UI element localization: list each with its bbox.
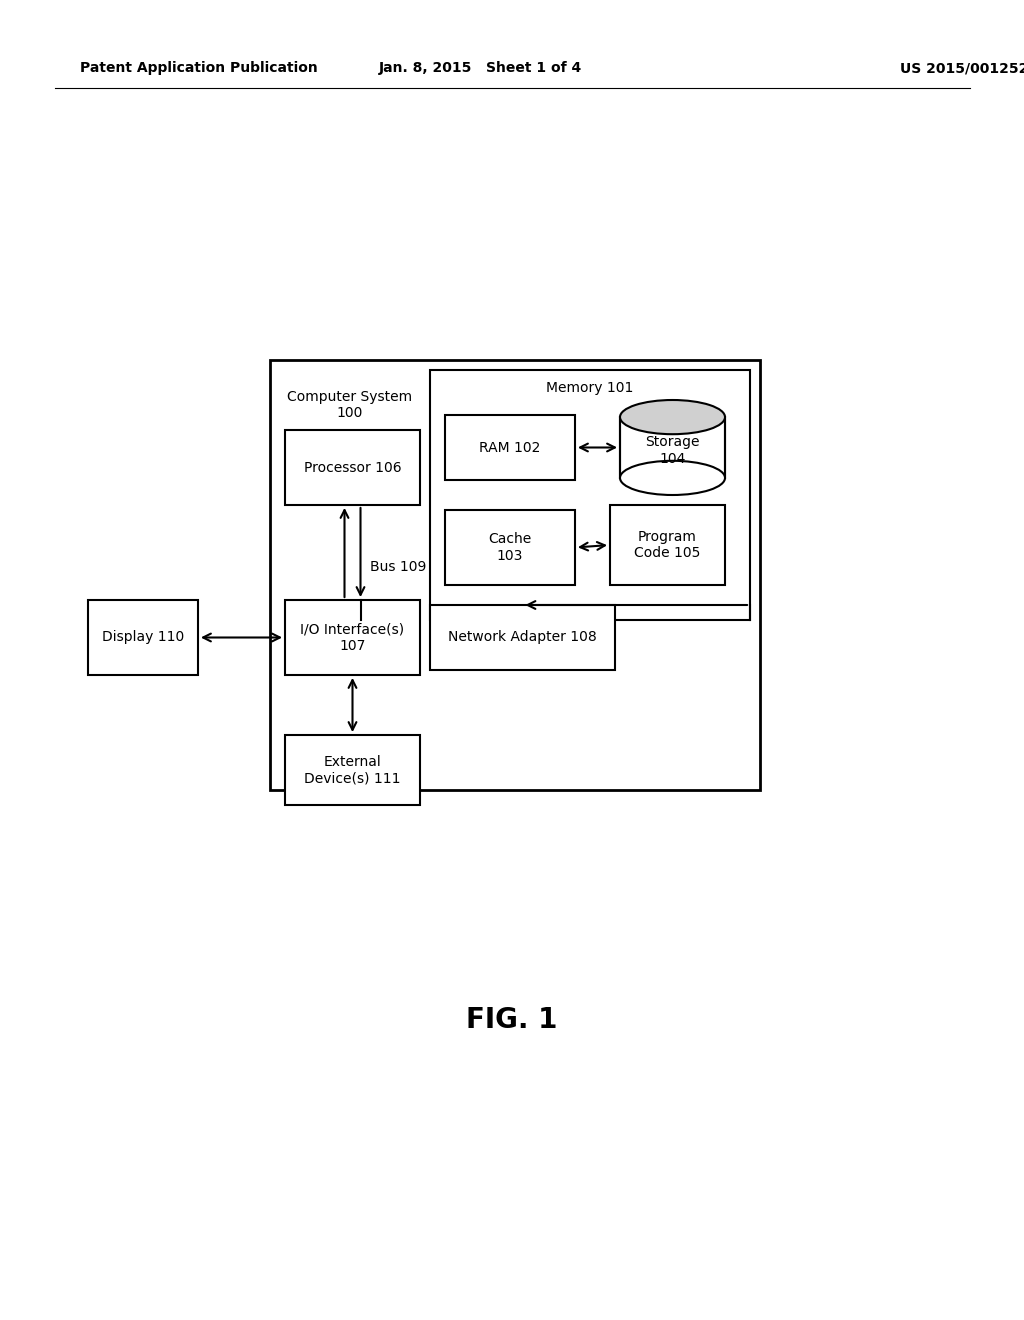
Bar: [285, 430, 420, 506]
Ellipse shape: [620, 400, 725, 434]
Text: Computer System
100: Computer System 100: [288, 389, 413, 420]
Bar: [430, 370, 750, 620]
Text: US 2015/0012523 A1: US 2015/0012523 A1: [900, 61, 1024, 75]
Text: I/O Interface(s)
107: I/O Interface(s) 107: [300, 623, 404, 652]
Text: Jan. 8, 2015   Sheet 1 of 4: Jan. 8, 2015 Sheet 1 of 4: [379, 61, 582, 75]
Bar: [270, 360, 760, 789]
Bar: [610, 506, 725, 585]
Text: Patent Application Publication: Patent Application Publication: [80, 61, 317, 75]
Text: External
Device(s) 111: External Device(s) 111: [304, 755, 400, 785]
Ellipse shape: [620, 461, 725, 495]
Bar: [445, 510, 575, 585]
Text: FIG. 1: FIG. 1: [466, 1006, 558, 1034]
Bar: [430, 605, 615, 671]
Text: Display 110: Display 110: [101, 631, 184, 644]
Text: Cache
103: Cache 103: [488, 532, 531, 562]
Text: Processor 106: Processor 106: [304, 461, 401, 474]
Text: RAM 102: RAM 102: [479, 441, 541, 454]
Text: Bus 109: Bus 109: [370, 560, 426, 574]
Text: Program
Code 105: Program Code 105: [634, 529, 700, 560]
Bar: [285, 735, 420, 805]
Bar: [285, 601, 420, 675]
Bar: [88, 601, 198, 675]
Text: Storage
104: Storage 104: [645, 436, 699, 466]
Bar: [620, 417, 725, 478]
Bar: [445, 414, 575, 480]
Text: Memory 101: Memory 101: [547, 381, 634, 395]
Text: Network Adapter 108: Network Adapter 108: [449, 631, 597, 644]
